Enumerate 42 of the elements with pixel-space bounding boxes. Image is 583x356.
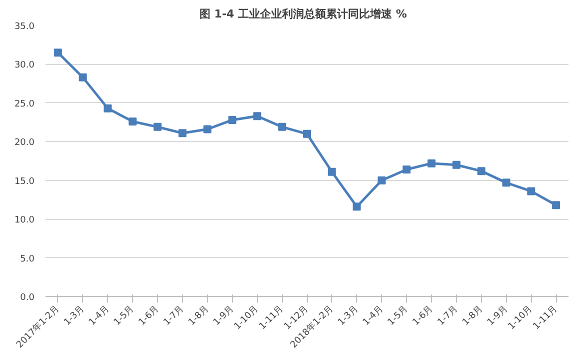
point [352, 202, 361, 211]
point [104, 104, 112, 112]
y-tick-label: 30.0 [14, 60, 35, 71]
point [78, 73, 87, 82]
y-tick-label: 0.0 [20, 293, 35, 303]
x-tick-label: 1-4月 [361, 304, 386, 328]
y-tick-label: 35.0 [14, 22, 35, 32]
point [428, 159, 436, 168]
x-tick-label: 1-3月 [62, 304, 86, 328]
point [477, 167, 486, 176]
y-tick-label: 25.0 [14, 99, 35, 110]
point [154, 122, 162, 131]
y-tick-label: 5.0 [20, 254, 35, 264]
point [502, 178, 510, 187]
x-tick-label: 1-5月 [386, 304, 410, 328]
point [278, 122, 286, 131]
point [303, 130, 311, 138]
point [128, 118, 137, 126]
point [452, 160, 460, 169]
point [253, 112, 262, 120]
point [178, 129, 186, 138]
point [54, 48, 62, 57]
x-tick-label: 1-6月 [137, 304, 162, 328]
x-tick-label: 1-3月 [336, 304, 360, 328]
y-tick-label: 15.0 [14, 176, 35, 187]
point [552, 201, 560, 210]
point [527, 187, 536, 196]
point [203, 125, 212, 134]
x-tick-label: 1-8月 [461, 304, 485, 328]
x-tick-label: 1-5月 [112, 304, 136, 328]
point [402, 166, 411, 174]
point [378, 176, 386, 184]
point [328, 168, 336, 176]
x-tick-label: 1-8月 [187, 304, 211, 328]
point [228, 116, 236, 124]
x-tick-label: 1-7月 [162, 304, 186, 328]
x-tick-label: 1-4月 [87, 304, 112, 328]
chart-title: 图 1-4 工业企业利润总额累计同比增速 % [199, 8, 407, 20]
y-tick-label: 10.0 [14, 216, 35, 226]
x-tick-label: 1-6月 [411, 304, 436, 328]
y-tick-label: 20.0 [14, 138, 35, 148]
x-tick-label: 1-7月 [436, 304, 460, 328]
